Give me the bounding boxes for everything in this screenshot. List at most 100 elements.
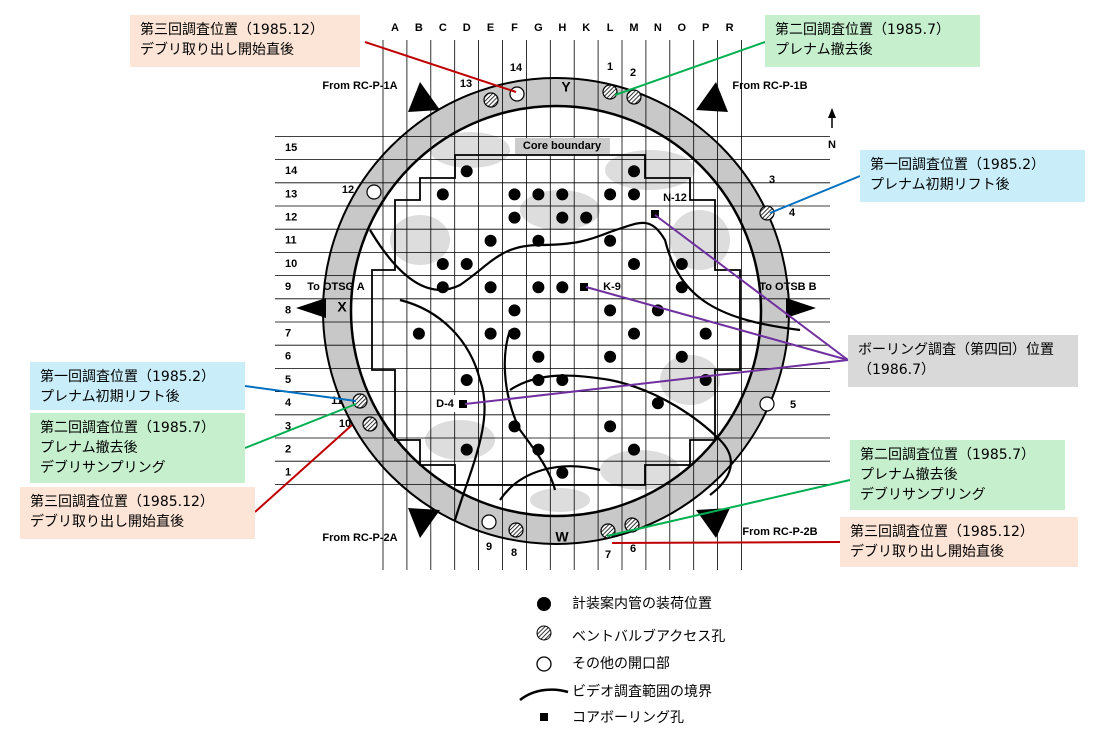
label-bg xyxy=(432,395,458,412)
instrument-dot xyxy=(675,258,688,270)
instrument-dot xyxy=(460,374,473,386)
instrument-dot xyxy=(460,443,473,456)
hole-number: 3 xyxy=(769,174,775,186)
instrument-dot xyxy=(556,211,569,224)
instrument-dot xyxy=(460,258,473,270)
access-hole xyxy=(759,205,775,221)
callout-leader xyxy=(614,41,766,96)
callout-box xyxy=(848,335,1078,387)
instrument-dot xyxy=(532,374,545,386)
boring-hole xyxy=(459,400,467,408)
legend-text: ビデオ調査範囲の境界 xyxy=(572,683,712,700)
column-label: B xyxy=(415,22,423,34)
instrument-dot xyxy=(651,397,664,410)
instrument-dot xyxy=(628,443,640,456)
column-label: K xyxy=(582,22,590,34)
map-label: Y xyxy=(561,79,571,95)
flow-arrow xyxy=(786,298,816,318)
instrument-dot xyxy=(460,165,473,178)
row-label: 6 xyxy=(285,351,291,363)
instrument-dot xyxy=(675,281,688,294)
debris-shade xyxy=(390,215,450,265)
hole-number: 2 xyxy=(630,67,636,79)
callout-text: 第一回調査位置（1985.2） xyxy=(870,156,1045,173)
instrument-dot xyxy=(436,258,449,270)
row-label: 8 xyxy=(285,304,291,316)
instrument-dot xyxy=(628,258,640,270)
callout-box xyxy=(130,15,360,67)
callout-leader xyxy=(769,175,861,214)
row-label: 9 xyxy=(285,281,291,293)
instrument-dot xyxy=(484,281,497,294)
flow-arrow xyxy=(408,508,440,538)
instrument-dot xyxy=(508,420,521,433)
video-boundary xyxy=(503,329,557,491)
instrument-dot xyxy=(604,350,617,363)
instrument-dot xyxy=(628,165,640,178)
instrument-dot xyxy=(436,281,449,294)
instrument-dot xyxy=(628,188,640,201)
callout-text: デブリ取り出し開始直後 xyxy=(30,513,184,530)
inner-circle xyxy=(349,104,763,518)
access-hole xyxy=(483,92,499,108)
flow-arrow xyxy=(296,298,326,318)
instrument-dot xyxy=(556,281,569,294)
callout-box xyxy=(860,150,1085,202)
row-label: 1 xyxy=(285,467,291,479)
callout-leader xyxy=(364,41,517,93)
instrument-dot xyxy=(532,350,545,363)
callout-text: 第三回調査位置（1985.12） xyxy=(140,21,324,38)
legend-text: コアボーリング孔 xyxy=(572,710,684,726)
instrument-dot xyxy=(604,304,617,317)
map-label: W xyxy=(555,529,569,545)
flow-arrow xyxy=(696,82,728,112)
callout-text: デブリサンプリング xyxy=(40,459,166,476)
callout-leader xyxy=(464,359,849,405)
hole-number: 7 xyxy=(605,549,611,561)
map-label: From RC-P-1B xyxy=(732,80,807,92)
hole-number: 12 xyxy=(342,184,354,196)
instrument-dot xyxy=(532,443,545,456)
legend-text: その他の開口部 xyxy=(572,656,670,672)
column-label: F xyxy=(511,22,518,34)
instrument-dot xyxy=(532,188,545,201)
callout-text: 第一回調査位置（1985.2） xyxy=(40,368,215,385)
callout-text: プレナム撤去後 xyxy=(860,467,958,483)
map-label: From RC-P-1A xyxy=(322,80,397,92)
column-label: O xyxy=(678,22,687,34)
debris-shade xyxy=(660,355,720,405)
instrument-dot xyxy=(556,188,569,201)
hole-number: 10 xyxy=(339,418,351,430)
instrument-dot xyxy=(556,374,569,386)
access-hole xyxy=(509,86,525,102)
legend-curve xyxy=(519,688,569,701)
callout-text: デブリサンプリング xyxy=(860,486,986,503)
map-label: Core boundary xyxy=(523,140,602,152)
column-label: C xyxy=(439,22,447,34)
legend-hatch xyxy=(536,625,552,641)
callout-text: （1986.7） xyxy=(858,362,935,378)
callout-text: プレナム初期リフト後 xyxy=(40,388,180,405)
instrument-dot xyxy=(508,327,521,340)
map-label: N-12 xyxy=(663,192,687,204)
boring-hole xyxy=(651,210,659,218)
callout-text: 第二回調査位置（1985.7） xyxy=(860,446,1035,463)
video-boundary xyxy=(399,298,486,521)
boring-hole xyxy=(580,283,588,291)
callout-leader xyxy=(654,214,849,361)
column-label: L xyxy=(607,22,614,34)
debris-shade xyxy=(530,488,590,512)
flow-arrow xyxy=(696,508,730,538)
column-label: D xyxy=(463,22,471,34)
instrument-dot xyxy=(412,327,425,340)
callout-text: プレナム撤去後 xyxy=(40,440,138,456)
column-label: M xyxy=(629,22,638,34)
access-hole xyxy=(481,514,497,530)
flow-arrow xyxy=(408,82,440,112)
core-boundary xyxy=(371,154,741,486)
row-label: 3 xyxy=(285,420,291,432)
debris-shade xyxy=(430,132,510,168)
access-hole xyxy=(759,396,775,412)
